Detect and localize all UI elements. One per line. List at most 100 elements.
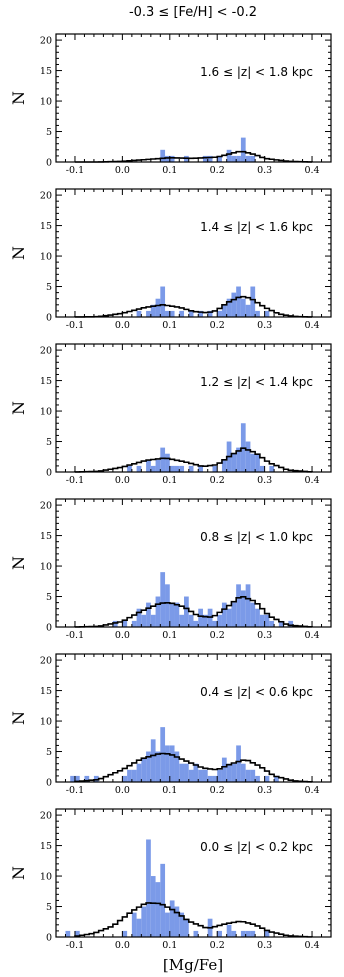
x-tick-label: -0.1 bbox=[66, 320, 84, 331]
model-step-line bbox=[74, 596, 313, 628]
histogram-bar bbox=[274, 775, 279, 782]
histogram-bar bbox=[150, 304, 156, 317]
histogram-bar bbox=[160, 572, 166, 627]
histogram-bar bbox=[65, 930, 71, 937]
histogram-bar bbox=[136, 918, 142, 937]
x-tick-label: 0.1 bbox=[162, 320, 177, 331]
histogram-bar bbox=[264, 614, 270, 627]
histogram-bar bbox=[259, 465, 265, 472]
histogram-bar bbox=[169, 155, 175, 162]
histogram-bar bbox=[212, 775, 218, 782]
y-tick-label: 10 bbox=[40, 717, 52, 728]
histogram-bar bbox=[165, 155, 170, 162]
y-tick-label: 0 bbox=[46, 623, 52, 634]
histogram-bar bbox=[221, 757, 227, 782]
histogram-bar bbox=[74, 775, 80, 782]
y-tick-label: 5 bbox=[46, 747, 52, 758]
histogram-bar bbox=[169, 900, 175, 937]
x-tick-label: 0.1 bbox=[162, 165, 177, 176]
histogram-bar bbox=[264, 310, 270, 317]
histogram-bar bbox=[160, 727, 166, 782]
histogram-bar bbox=[179, 614, 185, 627]
histogram-bar bbox=[184, 763, 189, 782]
panel-2: -0.1 0.0 0.1 0.2 0.3 0.4 0 5 10 15 20 N 1.2 ≤ |z| < … bbox=[9, 343, 332, 486]
histogram-bar bbox=[155, 459, 161, 472]
histogram-bar bbox=[188, 310, 194, 317]
histogram-bar bbox=[226, 763, 232, 782]
histogram-bar bbox=[136, 608, 142, 627]
x-tick-label: 0.2 bbox=[210, 320, 225, 331]
histogram-bar bbox=[236, 745, 241, 782]
histogram-bar bbox=[221, 304, 227, 317]
histogram-bar bbox=[146, 602, 151, 627]
histogram-bar bbox=[250, 453, 256, 472]
x-tick-label: 0.0 bbox=[115, 940, 130, 951]
histogram-bar bbox=[198, 608, 203, 627]
histogram-bar bbox=[226, 298, 232, 317]
panel-label: 0.4 ≤ |z| < 0.6 kpc bbox=[200, 685, 313, 699]
histogram-bar bbox=[217, 930, 222, 937]
x-tick-label: 0.0 bbox=[115, 630, 130, 641]
y-tick-label: 20 bbox=[40, 811, 52, 822]
panel-5: -0.1 0.0 0.1 0.2 0.3 0.4 0 5 10 15 20 N 0.0 ≤ |z| < … bbox=[9, 808, 332, 951]
x-tick-label: 0.3 bbox=[257, 785, 272, 796]
panel-frame bbox=[55, 343, 332, 473]
panel-label: 1.6 ≤ |z| < 1.8 kpc bbox=[200, 65, 313, 79]
histogram-bar bbox=[193, 620, 199, 627]
model-step-line bbox=[74, 752, 313, 783]
histogram-bar bbox=[217, 155, 222, 162]
histogram-bar bbox=[217, 769, 222, 782]
histogram-bar bbox=[231, 602, 237, 627]
histogram-bar bbox=[212, 465, 218, 472]
x-tick-label: 0.4 bbox=[304, 165, 319, 176]
histogram-bar bbox=[288, 620, 294, 627]
y-tick-label: 5 bbox=[46, 592, 52, 603]
histogram-bar bbox=[179, 310, 185, 317]
histogram-bar bbox=[122, 930, 128, 937]
histogram-bar bbox=[112, 620, 118, 627]
histogram-bar bbox=[250, 930, 256, 937]
histogram-bar bbox=[231, 155, 237, 162]
panel-frame bbox=[55, 33, 332, 163]
histogram-bar bbox=[169, 745, 175, 782]
histogram-bar bbox=[188, 465, 194, 472]
x-tick-label: 0.4 bbox=[304, 785, 319, 796]
histogram-bar bbox=[236, 155, 241, 162]
histogram-bar bbox=[141, 906, 147, 937]
y-tick-label: 5 bbox=[46, 127, 52, 138]
histogram-bar bbox=[198, 310, 203, 317]
panel-frame bbox=[55, 188, 332, 318]
histogram-bar bbox=[160, 286, 166, 317]
histogram-bar bbox=[198, 769, 203, 782]
panel-frame bbox=[55, 653, 332, 783]
histogram-bar bbox=[207, 155, 213, 162]
y-tick-label: 0 bbox=[46, 468, 52, 479]
x-tick-label: -0.1 bbox=[66, 165, 84, 176]
histogram-bar bbox=[207, 775, 213, 782]
histogram-bar bbox=[226, 608, 232, 627]
histogram-bar bbox=[231, 453, 237, 472]
y-tick-label: 20 bbox=[40, 346, 52, 357]
histogram-bar bbox=[269, 465, 275, 472]
histogram-bar bbox=[127, 465, 132, 472]
histogram-bar bbox=[240, 590, 246, 627]
y-tick-label: 20 bbox=[40, 501, 52, 512]
y-axis-label: N bbox=[9, 866, 28, 880]
x-tick-label: 0.1 bbox=[162, 475, 177, 486]
histogram-bar bbox=[136, 310, 142, 317]
y-tick-label: 10 bbox=[40, 407, 52, 418]
histogram-bar bbox=[217, 310, 222, 317]
histogram-bar bbox=[155, 298, 161, 317]
figure-title: -0.3 ≤ [Fe/H] < -0.2 bbox=[129, 5, 257, 20]
x-tick-label: 0.2 bbox=[210, 165, 225, 176]
panel-frame bbox=[55, 498, 332, 628]
histogram-bar bbox=[264, 775, 270, 782]
histogram-bar bbox=[250, 155, 256, 162]
histogram-bar bbox=[165, 745, 170, 782]
histogram-bar bbox=[269, 620, 275, 627]
histogram-bar bbox=[231, 930, 237, 937]
y-tick-label: 0 bbox=[46, 313, 52, 324]
model-step-line bbox=[74, 150, 313, 163]
histogram-bar bbox=[174, 465, 180, 472]
